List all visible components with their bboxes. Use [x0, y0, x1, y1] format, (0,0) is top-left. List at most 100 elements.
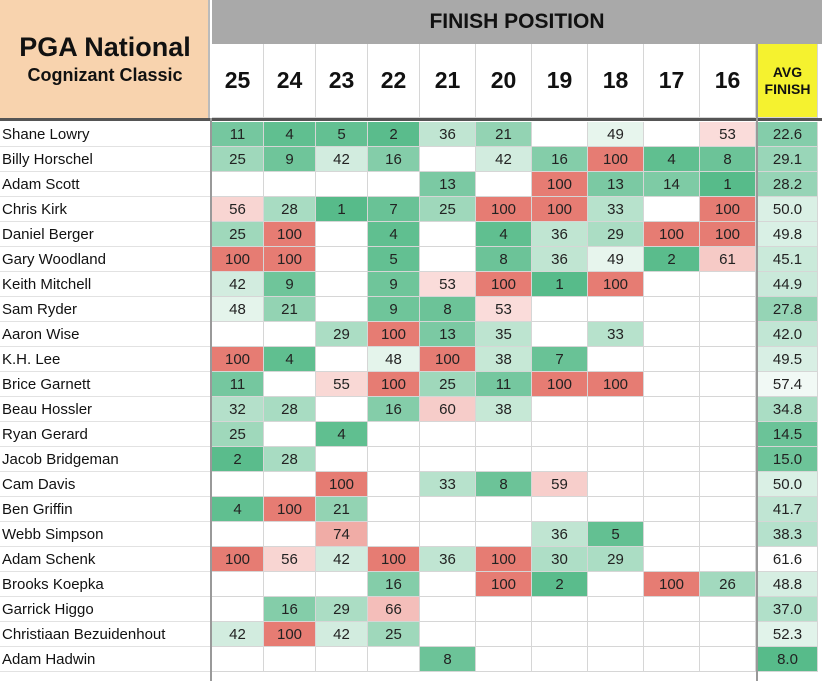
- empty-cell: [316, 447, 368, 472]
- empty-cell: [316, 272, 368, 297]
- empty-cell: [316, 247, 368, 272]
- avg-cell: 61.6: [758, 547, 818, 572]
- empty-cell: [420, 247, 476, 272]
- column-header: 22: [368, 44, 420, 118]
- empty-cell: [644, 197, 700, 222]
- avg-cell: 48.8: [758, 572, 818, 597]
- empty-cell: [700, 647, 756, 672]
- finish-cell: 33: [588, 322, 644, 347]
- empty-cell: [264, 647, 316, 672]
- finish-cell: 4: [212, 497, 264, 522]
- finish-cell: 25: [420, 372, 476, 397]
- finish-cell: 4: [644, 147, 700, 172]
- finish-cell: 100: [644, 222, 700, 247]
- finish-cell: 21: [316, 497, 368, 522]
- avg-cell: 37.0: [758, 597, 818, 622]
- finish-cell: 48: [212, 297, 264, 322]
- avg-cell: 41.7: [758, 497, 818, 522]
- empty-cell: [264, 522, 316, 547]
- empty-cell: [264, 422, 316, 447]
- column-header: 17: [644, 44, 700, 118]
- empty-cell: [420, 622, 476, 647]
- player-name: Garrick Higgo: [0, 597, 210, 622]
- empty-cell: [588, 397, 644, 422]
- empty-cell: [316, 397, 368, 422]
- finish-cell: 5: [368, 247, 420, 272]
- empty-cell: [700, 322, 756, 347]
- empty-cell: [368, 422, 420, 447]
- empty-cell: [588, 622, 644, 647]
- finish-cell: 53: [476, 297, 532, 322]
- finish-cell: 100: [588, 372, 644, 397]
- empty-cell: [644, 422, 700, 447]
- player-name: Brooks Koepka: [0, 572, 210, 597]
- player-name: Brice Garnett: [0, 372, 210, 397]
- empty-cell: [264, 472, 316, 497]
- empty-cell: [644, 497, 700, 522]
- empty-cell: [264, 372, 316, 397]
- finish-cell: 100: [264, 222, 316, 247]
- player-name: Adam Scott: [0, 172, 210, 197]
- group-label: FINISH POSITION: [212, 0, 822, 44]
- column-header: 23: [316, 44, 368, 118]
- avg-cell: 45.1: [758, 247, 818, 272]
- empty-cell: [588, 597, 644, 622]
- empty-cell: [700, 272, 756, 297]
- player-name: Webb Simpson: [0, 522, 210, 547]
- finish-cell: 11: [212, 372, 264, 397]
- finish-cell: 42: [212, 622, 264, 647]
- empty-cell: [700, 597, 756, 622]
- empty-cell: [700, 422, 756, 447]
- finish-cell: 49: [588, 122, 644, 147]
- finish-cell: 25: [368, 622, 420, 647]
- finish-cell: 1: [316, 197, 368, 222]
- finish-cell: 55: [316, 372, 368, 397]
- finish-cell: 100: [368, 372, 420, 397]
- finish-cell: 56: [212, 197, 264, 222]
- finish-cell: 9: [368, 272, 420, 297]
- empty-cell: [316, 222, 368, 247]
- empty-cell: [644, 397, 700, 422]
- finish-cell: 100: [476, 572, 532, 597]
- empty-cell: [532, 122, 588, 147]
- finish-cell: 61: [700, 247, 756, 272]
- empty-cell: [644, 297, 700, 322]
- empty-cell: [368, 497, 420, 522]
- player-name: Sam Ryder: [0, 297, 210, 322]
- player-name: Adam Hadwin: [0, 647, 210, 672]
- finish-cell: 36: [420, 122, 476, 147]
- empty-cell: [476, 447, 532, 472]
- player-name: Daniel Berger: [0, 222, 210, 247]
- avg-header: AVG FINISH: [758, 44, 818, 118]
- empty-cell: [368, 647, 420, 672]
- finish-cell: 100: [264, 247, 316, 272]
- empty-cell: [700, 472, 756, 497]
- finish-cell: 100: [264, 497, 316, 522]
- column-header: 25: [212, 44, 264, 118]
- empty-cell: [368, 172, 420, 197]
- empty-cell: [212, 597, 264, 622]
- empty-cell: [644, 122, 700, 147]
- empty-cell: [700, 397, 756, 422]
- finish-cell: 2: [532, 572, 588, 597]
- finish-cell: 16: [368, 397, 420, 422]
- finish-cell: 2: [368, 122, 420, 147]
- finish-cell: 28: [264, 397, 316, 422]
- empty-cell: [420, 597, 476, 622]
- empty-cell: [588, 572, 644, 597]
- empty-cell: [644, 622, 700, 647]
- finish-cell: 100: [532, 372, 588, 397]
- empty-cell: [588, 297, 644, 322]
- empty-cell: [368, 472, 420, 497]
- empty-cell: [420, 447, 476, 472]
- finish-cell: 53: [700, 122, 756, 147]
- empty-cell: [700, 522, 756, 547]
- finish-cell: 38: [476, 347, 532, 372]
- player-name: Billy Horschel: [0, 147, 210, 172]
- player-name: Chris Kirk: [0, 197, 210, 222]
- finish-cell: 100: [532, 197, 588, 222]
- avg-cell: 22.6: [758, 122, 818, 147]
- finish-cell: 42: [316, 147, 368, 172]
- finish-cell: 35: [476, 322, 532, 347]
- finish-cell: 36: [532, 522, 588, 547]
